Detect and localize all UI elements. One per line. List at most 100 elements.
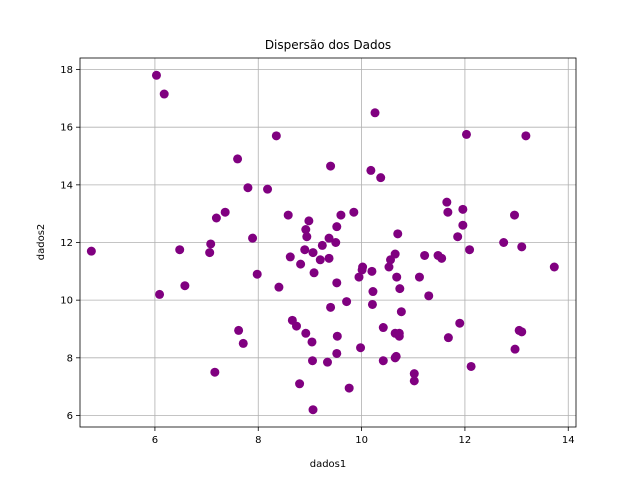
data-point [304,216,314,226]
data-point [159,89,169,99]
data-point [455,318,465,328]
data-point [499,238,509,247]
data-point [326,302,336,312]
y-tick-label: 10 [60,296,73,307]
data-point [155,289,165,299]
data-point [151,70,161,80]
data-point [322,357,332,367]
data-point [274,282,284,292]
data-point [370,108,380,118]
data-points [86,70,559,415]
data-point [409,376,419,386]
data-point [409,369,419,379]
data-point [517,242,527,252]
x-tick-label: 14 [562,435,575,446]
data-point [211,213,221,223]
data-point [376,173,386,183]
data-point [315,255,325,265]
data-point [243,183,253,193]
data-point [466,361,476,371]
data-point [414,272,424,282]
data-point [396,307,406,317]
data-point [291,321,301,331]
y-tick-label: 8 [67,353,73,364]
data-point [549,262,559,272]
data-point [220,207,230,217]
data-point [234,325,244,335]
data-point [367,266,377,276]
data-point [252,269,262,279]
data-point [317,240,327,250]
data-point [295,379,305,389]
data-point [238,338,248,348]
y-tick-label: 18 [60,65,73,76]
y-axis-ticks: 6 8 10 12 14 16 18 [60,65,80,422]
data-point [248,233,258,243]
data-point [271,131,281,141]
data-point [326,161,336,171]
data-point [324,253,334,263]
data-point [356,343,366,353]
data-point [349,207,359,217]
data-point [332,278,342,288]
data-point [301,225,311,235]
x-tick-label: 6 [152,435,158,446]
data-point [368,287,378,297]
data-point [307,337,317,347]
data-point [442,197,452,207]
data-point [384,262,394,272]
data-point [458,220,468,230]
data-point [342,297,352,307]
data-point [175,245,185,255]
data-point [283,210,293,220]
data-point [309,268,319,278]
data-point [206,239,216,249]
data-point [296,259,306,269]
data-point [395,284,405,294]
data-point [437,253,447,263]
data-point [390,353,400,363]
data-point [332,331,342,341]
data-point [332,222,342,232]
data-point [458,204,468,214]
data-point [393,229,403,239]
data-point [443,207,453,217]
x-tick-label: 8 [255,435,261,446]
data-point [443,333,453,343]
x-tick-label: 10 [355,435,368,446]
data-point [300,245,310,255]
chart-title: Dispersão dos Dados [265,38,391,52]
data-point [378,323,388,333]
data-point [86,246,96,256]
data-point [510,344,520,354]
data-point [233,154,243,164]
data-point [420,250,430,260]
data-point [517,327,527,337]
data-point [344,383,354,393]
data-point [510,210,520,220]
data-point [332,348,342,358]
data-point [308,356,317,366]
data-point [301,328,311,338]
data-point [302,232,312,242]
data-point [366,165,376,175]
data-point [180,281,190,291]
data-point [324,233,334,243]
data-point [336,210,346,220]
x-tick-label: 12 [459,435,472,446]
x-axis-ticks: 6 8 10 12 14 [152,427,575,446]
data-point [392,272,402,282]
data-point [465,245,475,255]
y-tick-label: 12 [60,238,73,249]
x-axis-label: dados1 [310,459,347,470]
y-tick-label: 16 [60,123,73,134]
data-point [461,129,471,139]
data-point [331,238,341,247]
data-point [394,331,404,341]
y-tick-label: 14 [60,180,73,191]
data-point [308,405,318,415]
y-tick-label: 6 [67,411,73,422]
data-point [453,232,463,242]
data-point [210,367,220,377]
